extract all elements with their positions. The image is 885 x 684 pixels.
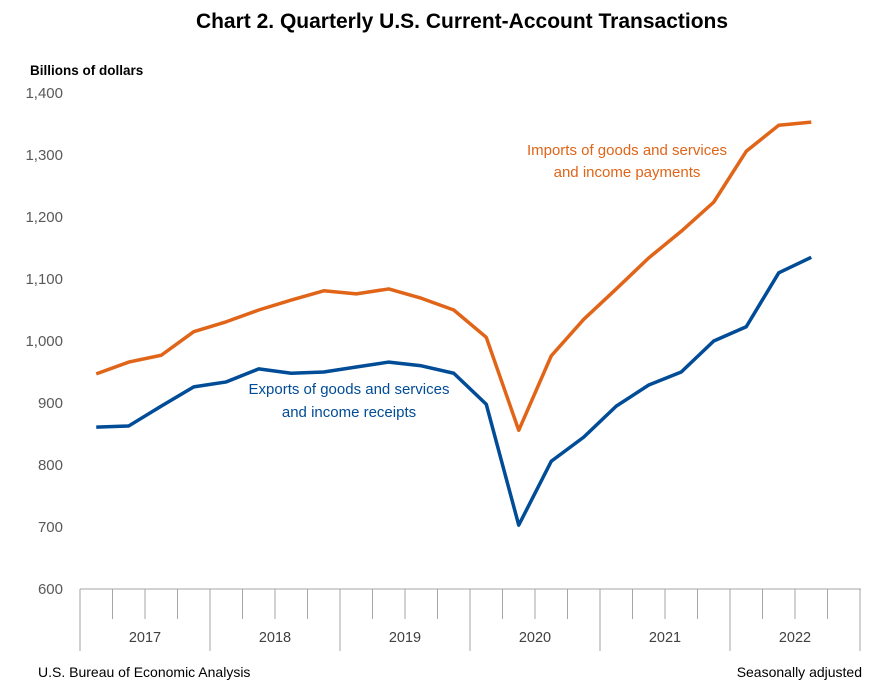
imports-label-line1: Imports of goods and services <box>527 142 727 159</box>
y-axis-label: Billions of dollars <box>30 63 143 78</box>
y-tick-label: 700 <box>38 519 63 536</box>
y-tick-label: 1,400 <box>25 85 63 102</box>
y-tick-label: 600 <box>38 581 63 598</box>
y-tick-label: 900 <box>38 395 63 412</box>
x-year-label: 2017 <box>129 630 161 646</box>
exports-series-line <box>96 255 813 527</box>
source-note: U.S. Bureau of Economic Analysis <box>38 664 250 680</box>
imports-label-line2: and income payments <box>554 164 701 181</box>
y-tick-label: 1,100 <box>25 271 63 288</box>
y-tick-label: 1,300 <box>25 147 63 164</box>
seasonal-note: Seasonally adjusted <box>737 664 862 680</box>
x-year-label: 2022 <box>779 630 811 646</box>
exports-label-line1: Exports of goods and services <box>249 381 450 398</box>
x-year-label: 2018 <box>259 630 291 646</box>
x-year-label: 2019 <box>389 630 421 646</box>
x-year-label: 2020 <box>519 630 551 646</box>
x-year-label: 2021 <box>649 630 681 646</box>
chart-title: Chart 2. Quarterly U.S. Current-Account … <box>196 10 728 33</box>
y-tick-label: 800 <box>38 457 63 474</box>
y-tick-label: 1,000 <box>25 333 63 350</box>
y-tick-label: 1,200 <box>25 209 63 226</box>
exports-label-line2: and income receipts <box>282 404 416 421</box>
